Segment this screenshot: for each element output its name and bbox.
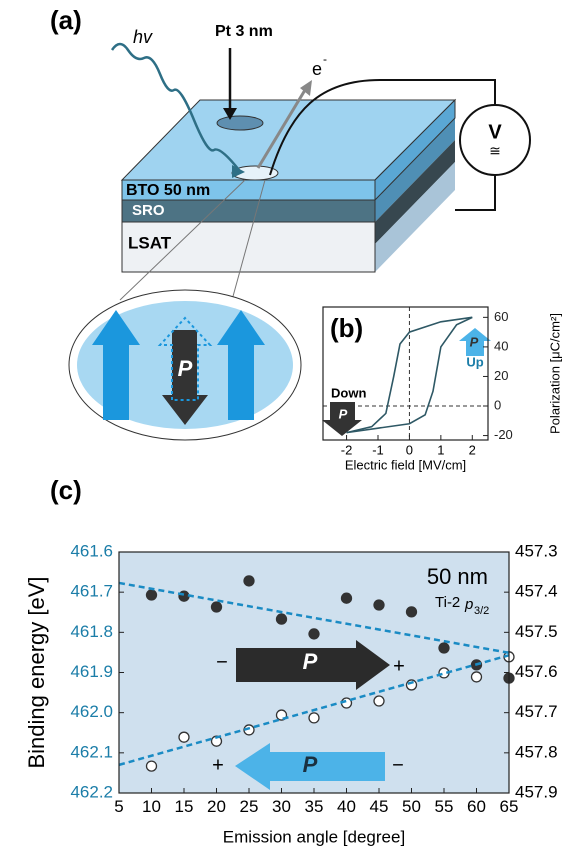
annotation: Down <box>331 385 366 400</box>
data-point <box>407 607 417 617</box>
x-axis-label: Electric field [MV/cm] <box>345 457 466 472</box>
y-tick-label: 461.6 <box>70 541 113 560</box>
annotation: P <box>339 406 348 421</box>
panel-label: (c) <box>50 475 82 505</box>
data-point <box>374 696 384 706</box>
data-point <box>342 593 352 603</box>
y2-tick-label: 457.5 <box>515 622 558 641</box>
x-tick-label: 60 <box>467 797 486 816</box>
x-tick-label: 5 <box>114 797 123 816</box>
panel-label: (a) <box>50 5 82 35</box>
annotation: − <box>216 651 228 673</box>
y-tick-label: 0 <box>494 397 501 412</box>
y-tick-label: 461.9 <box>70 662 113 681</box>
y-tick-label: 461.8 <box>70 622 113 641</box>
data-point <box>277 614 287 624</box>
y-tick-label: 462.2 <box>70 782 113 801</box>
annotation: P <box>303 649 318 674</box>
data-point <box>179 732 189 742</box>
y-tick-label: 462.0 <box>70 702 113 721</box>
layer-label: LSAT <box>128 233 172 252</box>
data-point <box>309 713 319 723</box>
x-tick-label: 2 <box>469 442 476 457</box>
wire <box>455 175 495 210</box>
y2-tick-label: 457.3 <box>515 541 558 560</box>
annotation: P <box>470 334 479 349</box>
y2-tick-label: 457.6 <box>515 662 558 681</box>
data-point <box>309 629 319 639</box>
x-tick-label: -2 <box>341 442 353 457</box>
data-point <box>244 576 254 586</box>
x-tick-label: 20 <box>207 797 226 816</box>
x-tick-label: 30 <box>272 797 291 816</box>
electron-label: e <box>312 59 322 79</box>
x-tick-label: 50 <box>402 797 421 816</box>
x-tick-label: -1 <box>372 442 384 457</box>
annotation: + <box>212 754 224 776</box>
y-tick-label: 40 <box>494 338 508 353</box>
x-tick-label: 35 <box>305 797 324 816</box>
x-tick-label: 45 <box>370 797 389 816</box>
x-tick-label: 55 <box>435 797 454 816</box>
panel-label: (b) <box>330 313 363 343</box>
voltmeter-label: V <box>488 121 502 143</box>
data-point <box>472 672 482 682</box>
y-tick-label: -20 <box>494 427 513 442</box>
chart: (b) -2 -1 0 1 2 -20 0 20 40 60 Electric field [MV/c… <box>322 307 562 472</box>
x-tick-label: 25 <box>240 797 259 816</box>
y-tick-label: 462.1 <box>70 742 113 761</box>
annotation: Up <box>466 354 483 369</box>
annotation: 3/2 <box>474 605 489 617</box>
x-tick-label: 15 <box>175 797 194 816</box>
y2-tick-label: 457.7 <box>515 702 558 721</box>
annotation: + <box>393 655 405 677</box>
layer-label: SRO <box>132 202 165 219</box>
annotation: − <box>392 754 404 776</box>
x-tick-label: 10 <box>142 797 161 816</box>
y-tick-label: 20 <box>494 368 508 383</box>
annotation: Ti-2 <box>435 594 460 611</box>
x-tick-label: 40 <box>337 797 356 816</box>
ac-symbol: ≅ <box>489 143 501 159</box>
y2-tick-label: 457.9 <box>515 782 558 801</box>
data-point <box>147 590 157 600</box>
x-tick-label: 0 <box>406 442 413 457</box>
y-tick-label: 60 <box>494 309 508 324</box>
y-axis-label: Polarization [μC/cm²] <box>547 313 562 434</box>
data-point <box>439 643 449 653</box>
x-axis-label: Emission angle [degree] <box>223 827 405 846</box>
electrode-label: Pt 3 nm <box>215 23 273 40</box>
annotation: P <box>303 752 318 777</box>
pt-electrode <box>217 116 263 130</box>
data-point <box>147 761 157 771</box>
polarization-label: P <box>178 356 193 381</box>
y-axis-label: Binding energy [eV] <box>24 576 49 768</box>
data-point <box>374 600 384 610</box>
figure: (a) hv Pt 3 nm e - BTO 50 nm SRO LSAT V … <box>0 0 583 847</box>
light-label: hv <box>133 27 153 47</box>
y-tick-label: 461.7 <box>70 582 113 601</box>
data-point <box>212 602 222 612</box>
annotation: 50 nm <box>427 564 488 589</box>
y2-tick-label: 457.8 <box>515 742 558 761</box>
layer-label: BTO 50 nm <box>126 182 210 199</box>
x-tick-label: 1 <box>437 442 444 457</box>
electron-charge: - <box>323 52 327 66</box>
y2-tick-label: 457.4 <box>515 582 558 601</box>
page: (a) hv Pt 3 nm e - BTO 50 nm SRO LSAT V … <box>0 0 583 847</box>
annotation: p <box>464 596 473 613</box>
